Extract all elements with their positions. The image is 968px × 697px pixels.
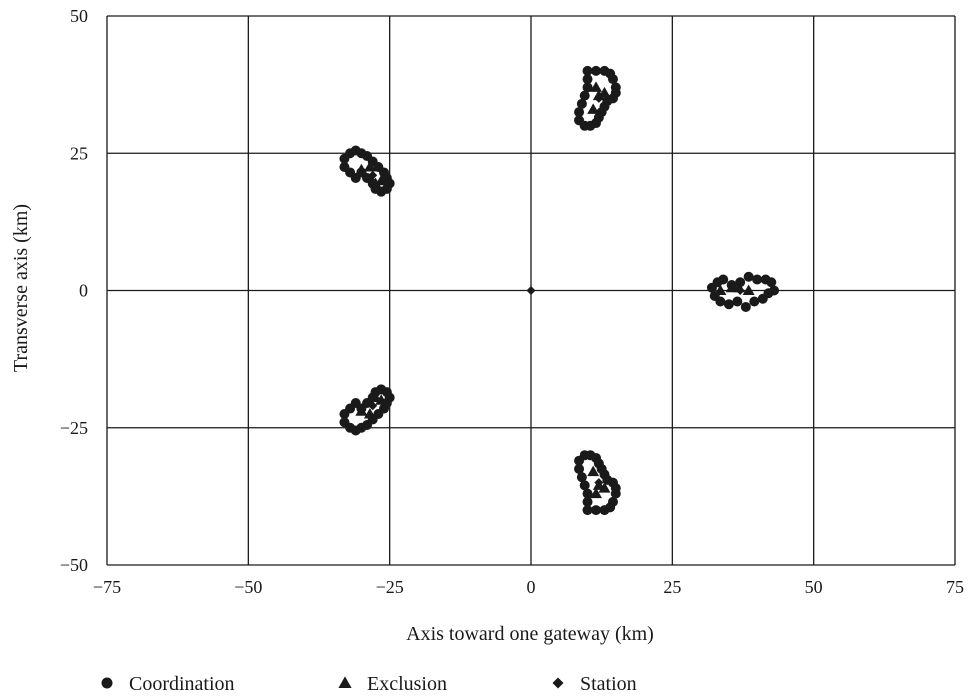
coordination-point <box>582 488 593 499</box>
coordination-point <box>732 296 743 307</box>
coordination-point <box>574 463 585 474</box>
y-tick-label: 50 <box>70 6 88 26</box>
coordination-point <box>769 285 780 296</box>
x-tick-labels: −75 −50 −25 0 25 50 75 <box>93 577 964 597</box>
coordination-point <box>579 480 590 491</box>
coordination-point <box>712 277 723 288</box>
station-point <box>594 93 604 103</box>
exclusion-point <box>369 391 382 403</box>
station-point <box>526 286 536 295</box>
legend-marker-circle <box>101 677 113 689</box>
exclusion-point <box>598 482 611 493</box>
exclusion-point <box>587 103 600 114</box>
x-tick-label: 0 <box>527 577 536 597</box>
coordination-point <box>582 496 593 507</box>
coordination-point <box>607 496 618 507</box>
exclusion-point <box>590 487 603 499</box>
coordination-point <box>574 115 585 126</box>
coordination-point <box>576 98 587 109</box>
x-tick-label: 75 <box>946 577 964 597</box>
coordination-point <box>574 107 585 118</box>
legend-label: Station <box>580 673 637 695</box>
grid-lines <box>106 15 956 566</box>
coordination-point <box>752 274 763 285</box>
y-axis-title: Transverse axis (km) <box>10 204 32 372</box>
coordination-point <box>715 296 726 307</box>
x-tick-label: 50 <box>805 577 823 597</box>
coordination-point <box>582 74 593 85</box>
coordination-point <box>760 274 771 285</box>
legend-marker-triangle <box>338 676 352 688</box>
data-markers <box>339 65 780 516</box>
coordination-point <box>591 505 602 516</box>
coordination-point <box>749 296 760 307</box>
exclusion-point <box>363 408 376 419</box>
y-tick-labels: −50 −25 0 25 50 <box>60 6 88 575</box>
x-tick-label: −75 <box>93 577 121 597</box>
exclusion-point <box>742 284 755 295</box>
x-tick-label: −25 <box>376 577 404 597</box>
exclusion-point <box>363 160 376 172</box>
coordination-point <box>582 65 593 76</box>
station-point <box>594 478 604 488</box>
coordination-point <box>723 299 734 310</box>
coordination-point <box>576 472 587 483</box>
y-tick-label: 25 <box>70 143 88 163</box>
x-tick-label: −50 <box>234 577 262 597</box>
coordination-point <box>743 271 754 282</box>
exclusion-point <box>355 405 368 416</box>
exclusion-point <box>587 465 600 477</box>
coordination-point <box>591 65 602 76</box>
coordination-point <box>339 409 350 420</box>
exclusion-point <box>369 177 382 188</box>
coordination-point <box>339 161 350 172</box>
exclusion-point <box>375 394 388 405</box>
legend-marker-diamond <box>552 677 564 689</box>
station-point <box>368 401 378 411</box>
y-tick-label: −50 <box>60 555 88 575</box>
x-axis-title: Axis toward one gateway (km) <box>406 623 654 645</box>
coordination-point <box>740 301 751 312</box>
station-point <box>735 286 745 295</box>
coordination-point <box>582 505 593 516</box>
legend: Coordination Exclusion Station <box>101 673 637 695</box>
coordination-point <box>607 74 618 85</box>
coordination-point <box>574 455 585 466</box>
exclusion-point <box>598 86 611 98</box>
coordination-point <box>579 90 590 101</box>
exclusion-point <box>355 163 368 175</box>
x-tick-label: 25 <box>663 577 681 597</box>
exclusion-point <box>714 284 727 295</box>
coordination-point <box>582 82 593 93</box>
legend-label: Coordination <box>129 673 235 695</box>
legend-label: Exclusion <box>367 673 447 695</box>
station-point <box>368 170 378 180</box>
y-tick-label: 0 <box>79 281 88 301</box>
exclusion-point <box>590 81 603 92</box>
y-tick-label: −25 <box>60 418 88 438</box>
